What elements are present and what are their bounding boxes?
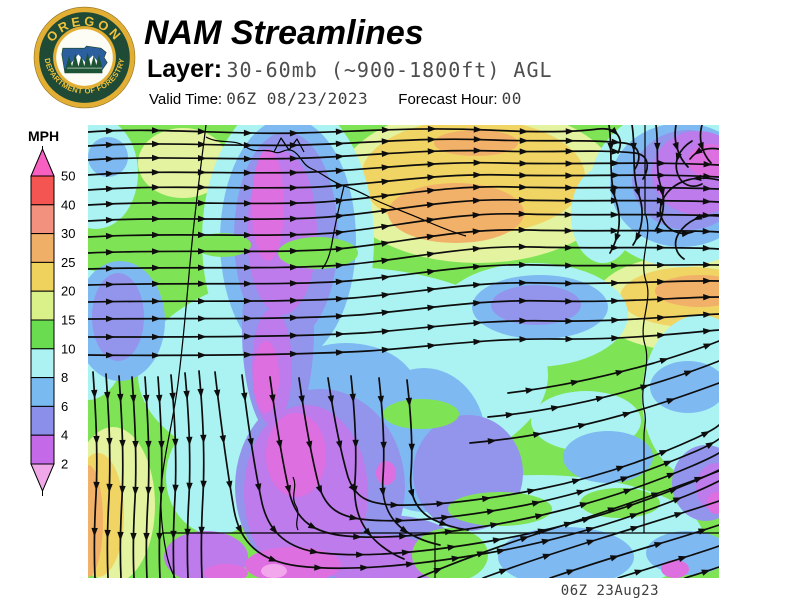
forecast-hour-label: Forecast Hour:: [398, 91, 498, 108]
coastline: [160, 125, 207, 578]
svg-text:8: 8: [61, 370, 68, 385]
wind-speed-field: [88, 125, 719, 578]
snake-river-border: [642, 125, 649, 533]
legend-unit-label: MPH: [28, 128, 60, 144]
svg-text:4: 4: [61, 428, 68, 443]
willamette-river: [321, 185, 345, 270]
odf-logo: OREGON DEPARTMENT OF FORESTRY: [33, 6, 136, 109]
svg-text:2: 2: [61, 457, 68, 472]
svg-text:6: 6: [61, 399, 68, 414]
time-line: Valid Time: 06Z 08/23/2023 Forecast Hour…: [149, 89, 522, 108]
svg-text:10: 10: [61, 341, 75, 356]
trees-icon: [65, 52, 103, 68]
valid-time-value: 06Z 08/23/2023: [226, 89, 369, 108]
river-zigzag: [273, 137, 305, 153]
layer-value: 30-60mb (~900-1800ft) AGL: [226, 58, 553, 82]
svg-text:50: 50: [61, 169, 75, 184]
svg-text:25: 25: [61, 255, 75, 270]
oregon-state-emblem: [61, 45, 108, 74]
wind-speed-legend: MPH 50 40 30 25 20 15 10 8 6 4 2: [18, 128, 82, 507]
map-timestamp: 06Z 23Aug23: [560, 583, 659, 599]
streamline-map: 06Z 23Aug23: [88, 125, 719, 599]
svg-text:40: 40: [61, 197, 75, 212]
svg-text:20: 20: [61, 284, 75, 299]
forecast-hour-value: 00: [501, 89, 522, 108]
legend-colorbar: 50 40 30 25 20 15 10 8 6 4 2: [30, 146, 75, 496]
layer-line: Layer: 30-60mb (~900-1800ft) AGL: [147, 55, 553, 84]
map-canvas: [88, 125, 719, 578]
svg-text:30: 30: [61, 226, 75, 241]
streamline-arrowheads: [91, 125, 715, 576]
product-title: NAM Streamlines: [144, 14, 424, 52]
klamath-river: [292, 476, 299, 531]
svg-text:15: 15: [61, 313, 75, 328]
valid-time-label: Valid Time:: [149, 91, 223, 108]
layer-label: Layer:: [147, 55, 223, 83]
columbia-river: [205, 136, 467, 237]
